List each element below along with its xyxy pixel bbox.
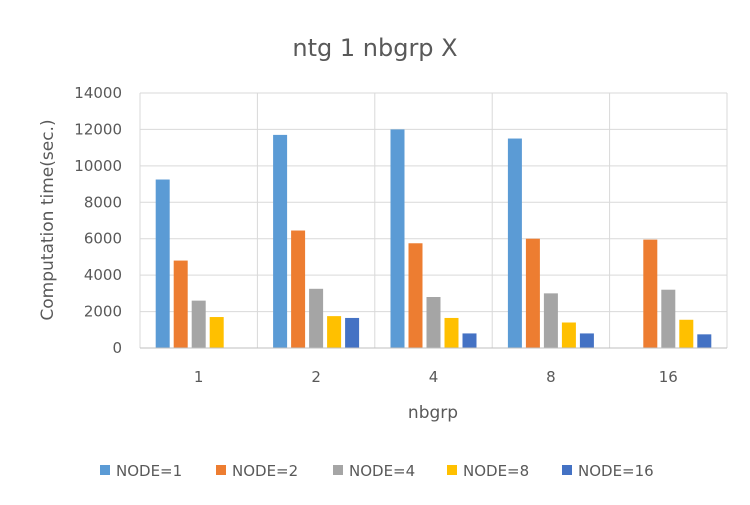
legend-label: NODE=4 <box>349 462 415 480</box>
bar-node-1-nbgrp-2 <box>273 134 288 348</box>
chart-title: ntg 1 nbgrp X <box>292 34 457 62</box>
bar-node-2-nbgrp-1 <box>173 260 188 348</box>
bar-node-1-nbgrp-1 <box>155 179 170 348</box>
bar-node-4-nbgrp-1 <box>191 300 206 348</box>
bar-node-1-nbgrp-8 <box>507 138 522 348</box>
bar-node-1-nbgrp-4 <box>390 129 405 348</box>
bar-node-2-nbgrp-8 <box>525 238 540 348</box>
legend-item: NODE=4 <box>333 462 415 480</box>
y-tick-label: 12000 <box>74 120 122 138</box>
legend-label: NODE=16 <box>578 462 654 480</box>
legend-swatch <box>216 465 226 475</box>
bar-node-16-nbgrp-4 <box>462 333 477 348</box>
bar-node-4-nbgrp-4 <box>426 297 441 348</box>
bars <box>155 129 712 348</box>
legend-label: NODE=8 <box>463 462 529 480</box>
bar-node-4-nbgrp-8 <box>543 293 558 348</box>
bar-node-2-nbgrp-2 <box>291 230 306 348</box>
legend-swatch <box>562 465 572 475</box>
bar-node-8-nbgrp-2 <box>327 316 342 348</box>
x-axis-label: nbgrp <box>408 403 458 423</box>
bar-node-8-nbgrp-16 <box>679 319 694 348</box>
legend-swatch <box>447 465 457 475</box>
y-tick-label: 0 <box>112 339 122 357</box>
legend-label: NODE=2 <box>232 462 298 480</box>
bar-node-8-nbgrp-8 <box>561 322 576 348</box>
x-tick-label: 16 <box>659 368 678 386</box>
bar-node-2-nbgrp-4 <box>408 243 423 348</box>
x-tick-label: 4 <box>429 368 439 386</box>
y-tick-label: 4000 <box>84 266 122 284</box>
legend-item: NODE=1 <box>100 462 182 480</box>
y-tick-label: 14000 <box>74 84 122 102</box>
legend-label: NODE=1 <box>116 462 182 480</box>
legend-item: NODE=16 <box>562 462 654 480</box>
y-tick-labels: 0 2000 4000 6000 8000 10000 12000 14000 <box>74 84 122 357</box>
gridlines <box>139 92 728 348</box>
bar-node-8-nbgrp-1 <box>209 317 224 348</box>
bar-node-16-nbgrp-16 <box>697 334 712 348</box>
x-tick-label: 2 <box>311 368 321 386</box>
legend-item: NODE=2 <box>216 462 298 480</box>
bar-node-16-nbgrp-2 <box>345 317 360 348</box>
legend-swatch <box>100 465 110 475</box>
legend-swatch <box>333 465 343 475</box>
x-tick-labels: 1 2 4 8 16 <box>194 368 678 386</box>
bar-node-8-nbgrp-4 <box>444 317 459 348</box>
y-tick-label: 10000 <box>74 157 122 175</box>
y-tick-label: 2000 <box>84 303 122 321</box>
bar-node-4-nbgrp-2 <box>309 288 324 348</box>
bar-node-2-nbgrp-16 <box>643 239 658 348</box>
x-tick-label: 1 <box>194 368 204 386</box>
y-axis-label: Computation time(sec.) <box>38 119 58 320</box>
legend: NODE=1 NODE=2 NODE=4 NODE=8 NODE=16 <box>100 462 654 480</box>
y-tick-label: 6000 <box>84 230 122 248</box>
legend-item: NODE=8 <box>447 462 529 480</box>
y-tick-label: 8000 <box>84 193 122 211</box>
bar-node-4-nbgrp-16 <box>661 289 676 348</box>
bar-node-16-nbgrp-8 <box>579 333 594 348</box>
x-tick-label: 8 <box>546 368 556 386</box>
